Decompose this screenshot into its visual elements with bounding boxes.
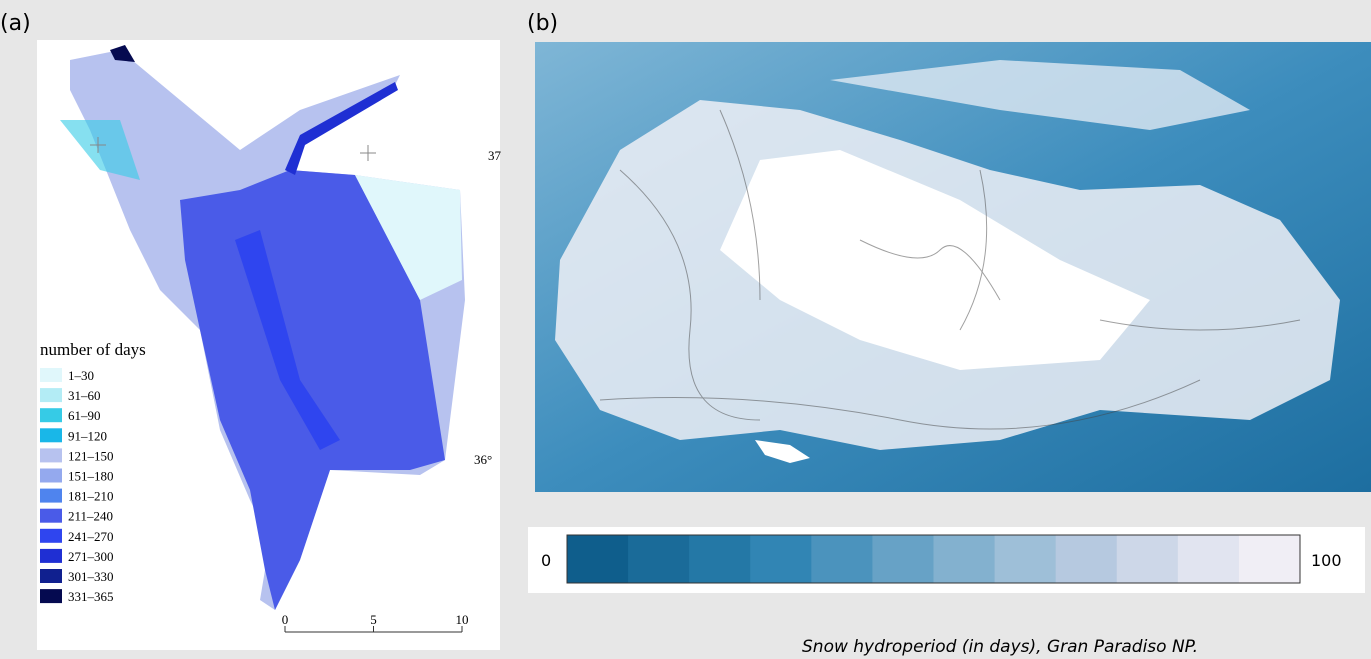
legend-swatch bbox=[40, 509, 62, 523]
colorbar-segment bbox=[689, 535, 751, 583]
colorbar-segment bbox=[811, 535, 873, 583]
colorbar-segment bbox=[934, 535, 996, 583]
legend-swatch bbox=[40, 469, 62, 483]
colorbar-segment bbox=[1239, 535, 1301, 583]
legend-swatch bbox=[40, 549, 62, 563]
colorbar-label: 0 bbox=[541, 551, 551, 570]
legend-label: 61–90 bbox=[68, 408, 101, 423]
panel-label: (b) bbox=[527, 11, 558, 36]
legend-label: 331–365 bbox=[68, 589, 114, 604]
legend-label: 121–150 bbox=[68, 448, 114, 463]
colorbar-segment bbox=[872, 535, 934, 583]
legend-swatch bbox=[40, 408, 62, 422]
legend-label: 241–270 bbox=[68, 529, 114, 544]
legend-label: 271–300 bbox=[68, 549, 114, 564]
panel-label: (a) bbox=[0, 11, 31, 36]
scale-label: 0 bbox=[282, 612, 289, 627]
legend-label: 91–120 bbox=[68, 428, 107, 443]
colorbar-segment bbox=[1056, 535, 1118, 583]
colorbar-segment bbox=[628, 535, 690, 583]
colorbar-segment bbox=[750, 535, 812, 583]
scale-label: 5 bbox=[370, 612, 377, 627]
colorbar-segment bbox=[1178, 535, 1240, 583]
legend-title: number of days bbox=[40, 340, 146, 359]
legend-swatch bbox=[40, 448, 62, 462]
legend-swatch bbox=[40, 529, 62, 543]
colorbar bbox=[567, 535, 1301, 583]
colorbar-segment bbox=[995, 535, 1057, 583]
colorbar-segment bbox=[1117, 535, 1179, 583]
legend-swatch bbox=[40, 569, 62, 583]
legend-swatch bbox=[40, 589, 62, 603]
scale-label: 10 bbox=[456, 612, 469, 627]
figure: (a) (b) 37 36° number of days 1–30 31–60 6… bbox=[0, 0, 1371, 659]
legend-label: 31–60 bbox=[68, 388, 101, 403]
legend-label: 151–180 bbox=[68, 469, 114, 484]
legend-swatch bbox=[40, 489, 62, 503]
legend-swatch bbox=[40, 388, 62, 402]
colorbar-segment bbox=[567, 535, 629, 583]
legend-label: 301–330 bbox=[68, 569, 114, 584]
legend-label: 1–30 bbox=[68, 368, 94, 383]
colorbar-label: 100 bbox=[1311, 551, 1342, 570]
page: (a) (b) 37 36° number of days 1–30 31–60 6… bbox=[0, 0, 1371, 659]
caption: Snow hydroperiod (in days), Gran Paradis… bbox=[802, 637, 1198, 657]
legend-label: 211–240 bbox=[68, 509, 113, 524]
legend-swatch bbox=[40, 428, 62, 442]
legend-swatch bbox=[40, 368, 62, 382]
coordinate-label: 37 bbox=[488, 148, 502, 163]
coordinate-label: 36° bbox=[474, 452, 492, 467]
legend-label: 181–210 bbox=[68, 489, 114, 504]
